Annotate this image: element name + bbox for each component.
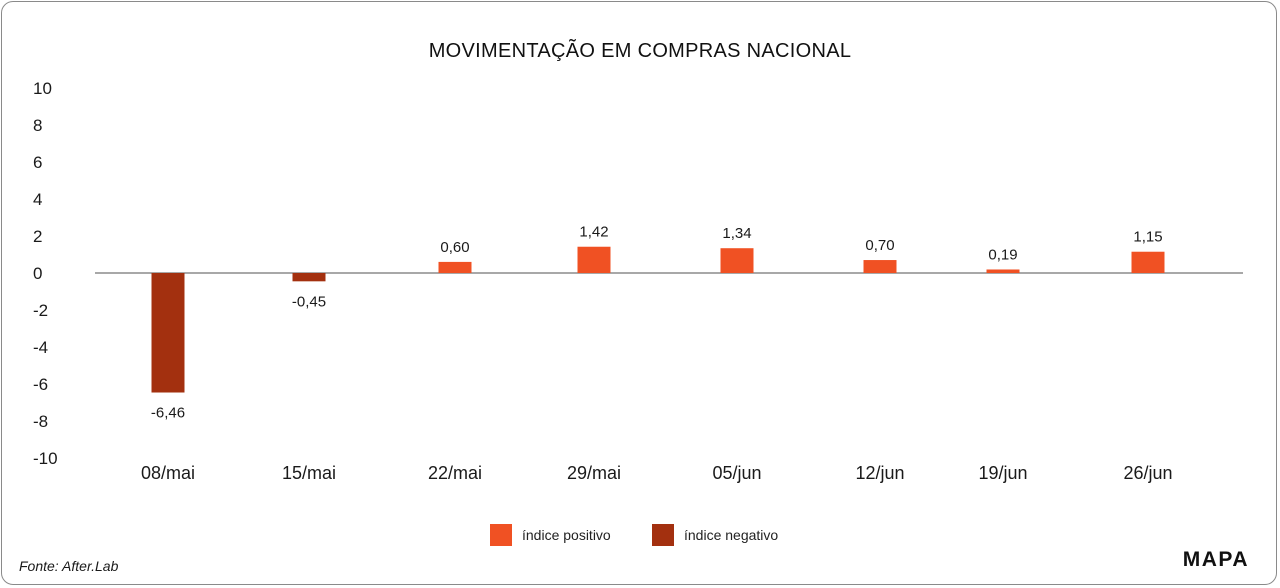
data-label: -6,46 [151, 405, 185, 422]
data-label: 1,34 [722, 225, 751, 242]
data-label: 1,15 [1133, 229, 1162, 246]
x-tick-label: 12/jun [855, 463, 904, 483]
bar-15/mai [292, 273, 326, 282]
x-tick-label: 29/mai [567, 463, 621, 483]
legend-label-negative: índice negativo [684, 527, 779, 543]
legend-swatch-positive [490, 524, 512, 546]
legend: índice positivo índice negativo [0, 524, 1280, 550]
data-label: 1,42 [579, 224, 608, 241]
y-tick-label: -8 [33, 412, 48, 431]
x-tick-label: 05/jun [712, 463, 761, 483]
legend-item-negative: índice negativo [652, 524, 778, 546]
x-axis-ticks: 08/mai 15/mai 22/mai 29/mai 05/jun 12/jun 19/j… [141, 463, 1173, 483]
data-label: 0,19 [988, 246, 1017, 263]
y-axis-ticks: 10 8 6 4 2 0 -2 -4 -6 -8 -10 [33, 79, 58, 468]
y-tick-label: -6 [33, 375, 48, 394]
y-tick-label: -10 [33, 449, 58, 468]
data-labels: -6,46 -0,45 0,60 1,42 1,34 0,70 0,19 1,15 [151, 224, 1163, 422]
x-tick-label: 26/jun [1123, 463, 1172, 483]
bar-22/mai [438, 261, 472, 273]
bar-26/jun [1131, 251, 1165, 273]
y-tick-label: -2 [33, 301, 48, 320]
bar-08/mai [151, 273, 185, 393]
bars [151, 246, 1165, 393]
x-tick-label: 19/jun [978, 463, 1027, 483]
x-tick-label: 15/mai [282, 463, 336, 483]
y-tick-label: 6 [33, 153, 42, 172]
y-tick-label: 0 [33, 264, 42, 283]
legend-swatch-negative [652, 524, 674, 546]
y-tick-label: 4 [33, 190, 42, 209]
bar-29/mai [577, 246, 611, 273]
source-note: Fonte: After.Lab [19, 558, 119, 574]
data-label: 0,60 [440, 239, 469, 256]
y-tick-label: 10 [33, 79, 52, 98]
bar-19/jun [986, 269, 1020, 273]
legend-item-positive: índice positivo [490, 524, 611, 546]
data-label: -0,45 [292, 293, 326, 310]
data-label: 0,70 [865, 237, 894, 254]
y-tick-label: 2 [33, 227, 42, 246]
bar-05/jun [720, 248, 754, 273]
legend-label-positive: índice positivo [522, 527, 611, 543]
bar-12/jun [863, 260, 897, 273]
chart-title: MOVIMENTAÇÃO EM COMPRAS NACIONAL [428, 40, 852, 62]
x-tick-label: 08/mai [141, 463, 195, 483]
x-tick-label: 22/mai [428, 463, 482, 483]
brand-logo: MAPA [1182, 548, 1249, 571]
y-tick-label: -4 [33, 338, 48, 357]
y-tick-label: 8 [33, 116, 42, 135]
